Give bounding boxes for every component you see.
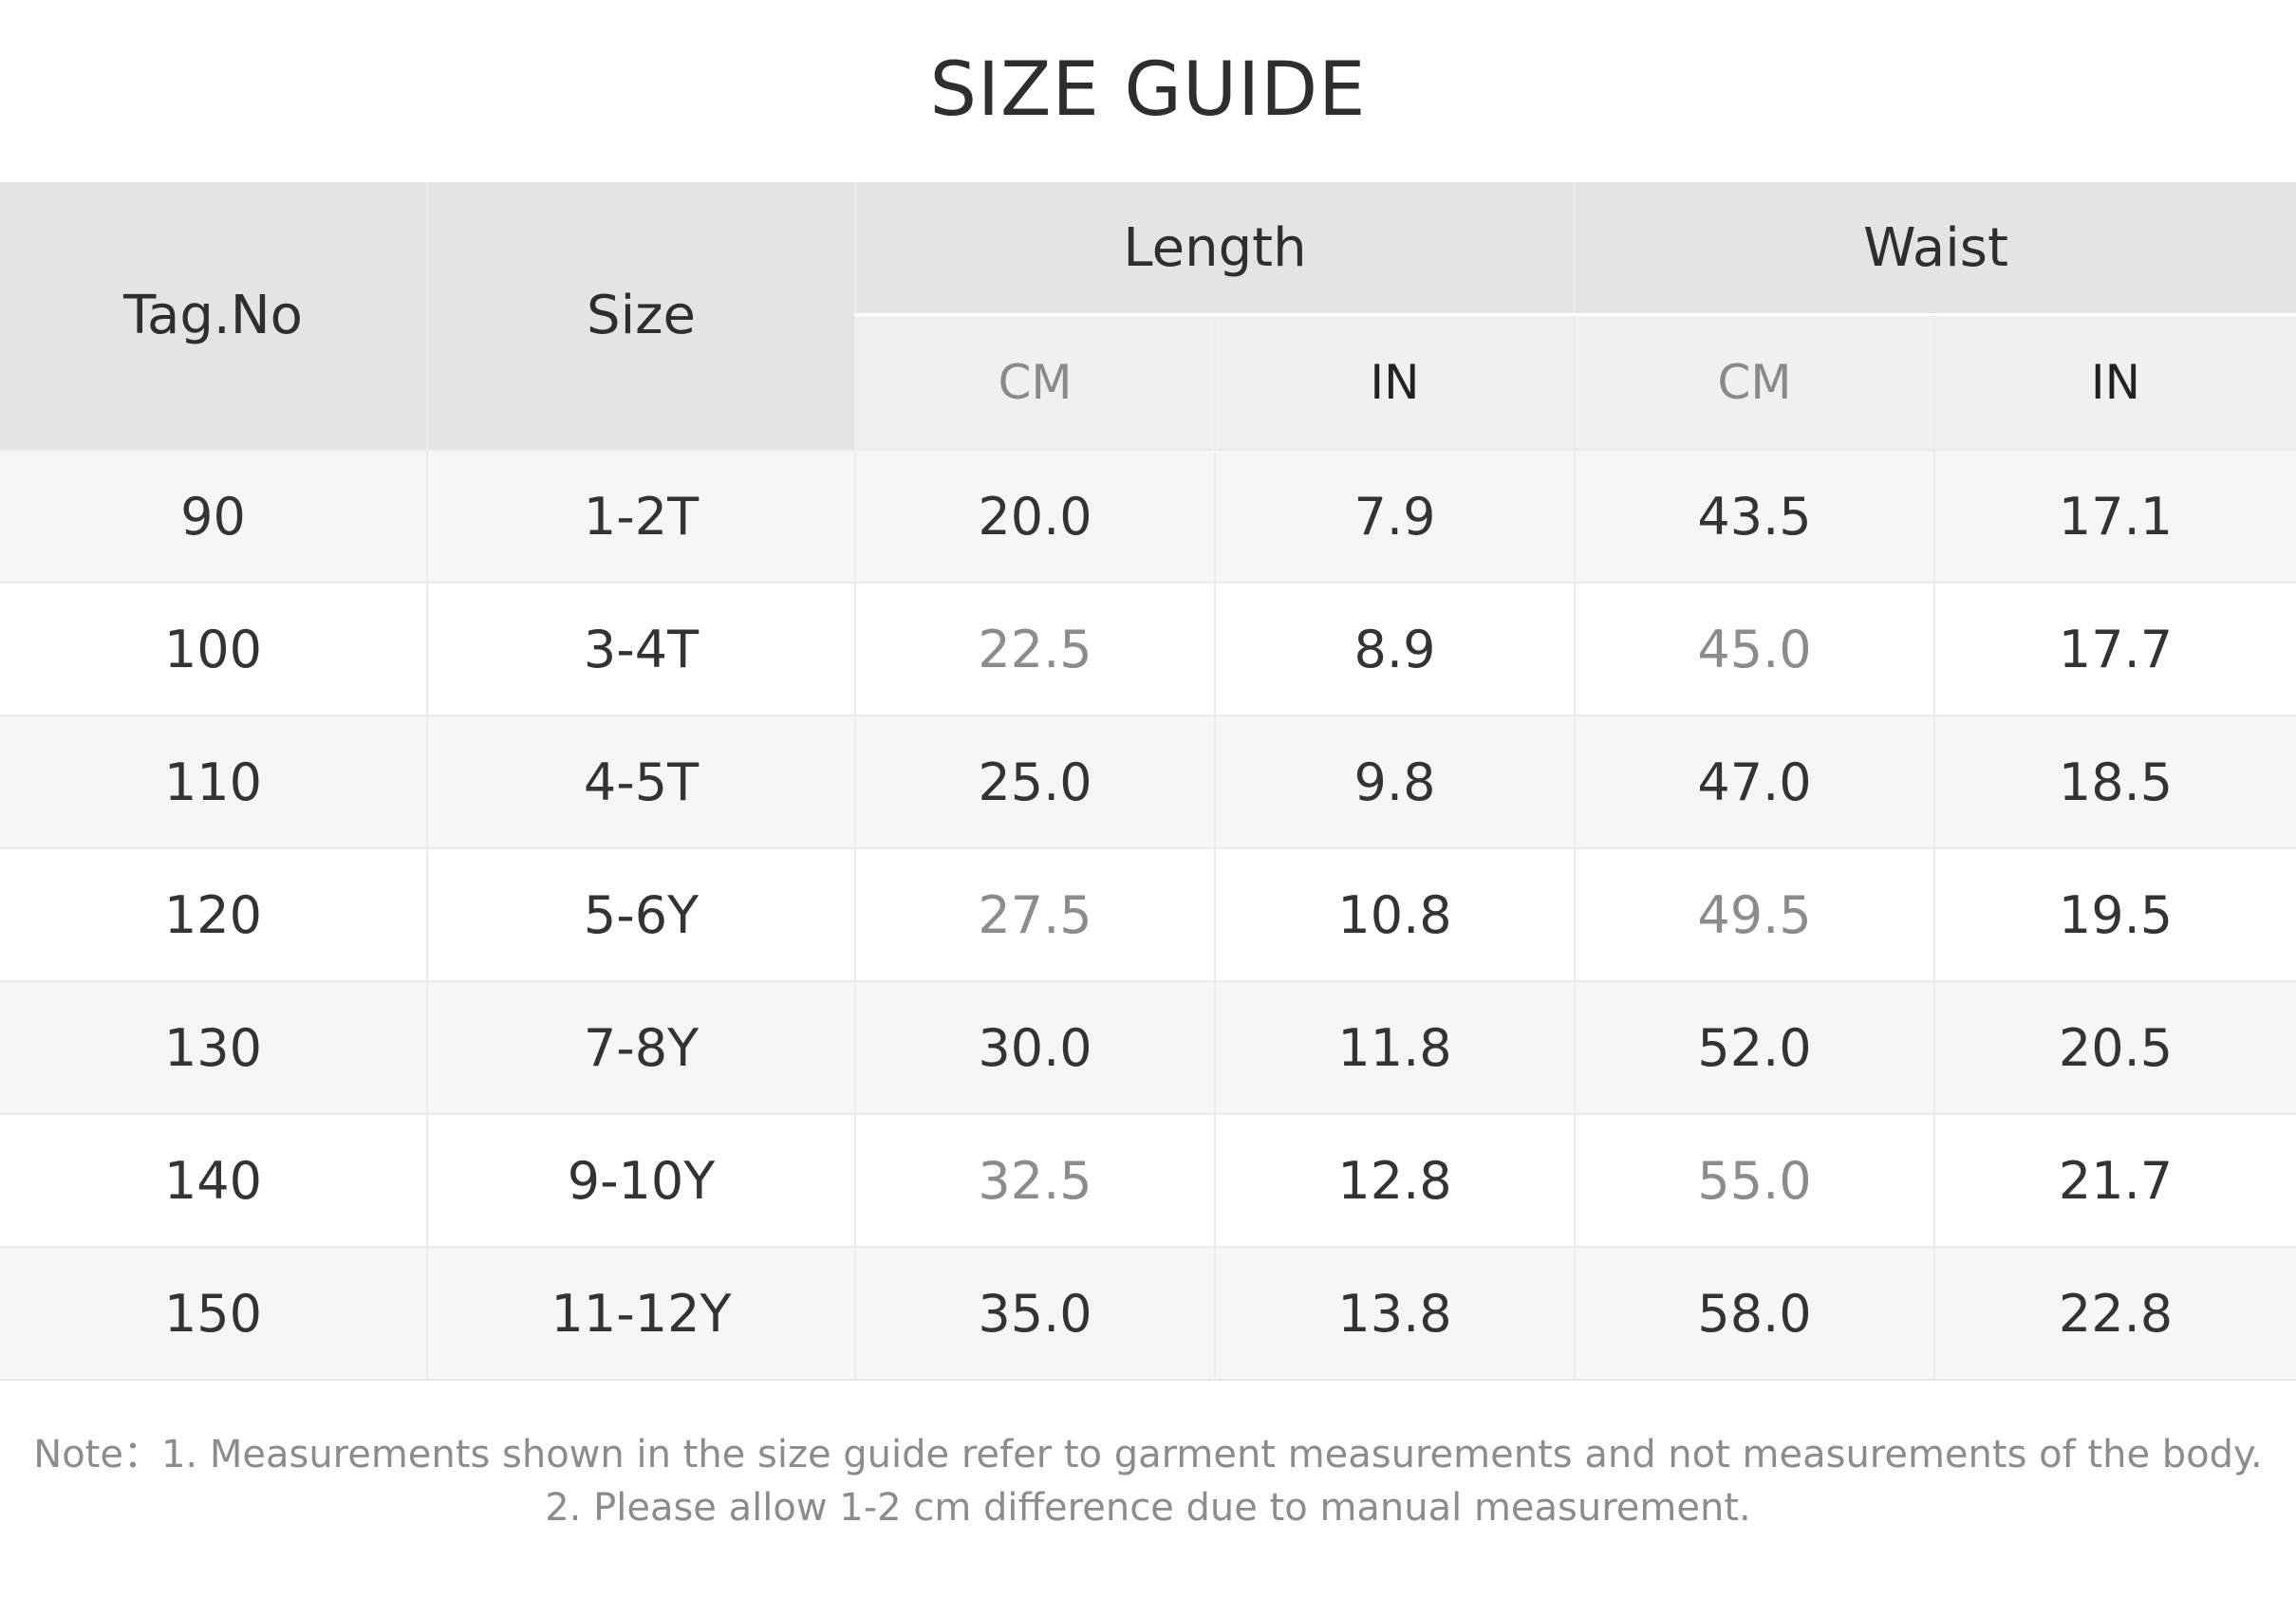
header-length: Length [855,182,1576,315]
cell-waist-in: 18.5 [1934,715,2296,848]
note-line-1: Note：1. Measurements shown in the size g… [33,1433,2263,1476]
cell-tag: 100 [0,582,428,715]
table-header-row: Tag.No Size Length Waist [0,182,2296,450]
cell-length-in: 11.8 [1215,980,1576,1114]
cell-tag: 130 [0,980,428,1114]
cell-size: 4-5T [427,715,856,848]
cell-waist-cm: 43.5 [1575,449,1935,583]
cell-waist-in: 19.5 [1934,847,2296,981]
cell-size: 5-6Y [427,847,856,981]
cell-length-cm: 20.0 [855,449,1216,583]
cell-size: 1-2T [427,449,856,583]
cell-waist-in: 22.8 [1934,1246,2296,1381]
cell-waist-cm: 49.5 [1575,847,1935,981]
note-line-2: 2. Please allow 1-2 cm difference due to… [545,1486,1751,1530]
cell-length-cm: 25.0 [855,715,1216,848]
cell-length-in: 9.8 [1215,715,1576,848]
cell-waist-cm: 45.0 [1575,582,1935,715]
cell-waist-cm: 47.0 [1575,715,1935,848]
header-waist-in: IN [1934,313,2296,450]
table-row: 100 3-4T 22.5 8.9 45.0 17.7 [0,582,2296,715]
cell-length-in: 7.9 [1215,449,1576,583]
cell-waist-cm: 52.0 [1575,980,1935,1114]
cell-size: 11-12Y [427,1246,856,1381]
table-row: 110 4-5T 25.0 9.8 47.0 18.5 [0,715,2296,848]
cell-waist-in: 17.1 [1934,449,2296,583]
cell-length-cm: 22.5 [855,582,1216,715]
cell-waist-in: 21.7 [1934,1113,2296,1247]
cell-tag: 90 [0,449,428,583]
table-row: 120 5-6Y 27.5 10.8 49.5 19.5 [0,847,2296,981]
cell-length-in: 12.8 [1215,1113,1576,1247]
cell-length-in: 13.8 [1215,1246,1576,1381]
cell-tag: 150 [0,1246,428,1381]
cell-waist-cm: 58.0 [1575,1246,1935,1381]
measurement-note: Note：1. Measurements shown in the size g… [0,1428,2296,1534]
cell-length-cm: 27.5 [855,847,1216,981]
table-row: 130 7-8Y 30.0 11.8 52.0 20.5 [0,980,2296,1114]
cell-waist-in: 20.5 [1934,980,2296,1114]
page-title: SIZE GUIDE [929,47,1367,133]
cell-length-cm: 30.0 [855,980,1216,1114]
header-length-cm: CM [855,313,1216,450]
header-length-in: IN [1215,313,1576,450]
table-row: 90 1-2T 20.0 7.9 43.5 17.1 [0,449,2296,583]
header-waist: Waist [1575,182,2296,315]
cell-size: 3-4T [427,582,856,715]
cell-tag: 110 [0,715,428,848]
cell-length-cm: 32.5 [855,1113,1216,1247]
cell-length-in: 8.9 [1215,582,1576,715]
header-size: Size [427,182,856,450]
cell-waist-cm: 55.0 [1575,1113,1935,1247]
cell-tag: 120 [0,847,428,981]
cell-size: 7-8Y [427,980,856,1114]
cell-size: 9-10Y [427,1113,856,1247]
table-subheader-row: CM IN CM IN [0,313,2296,450]
cell-length-cm: 35.0 [855,1246,1216,1381]
cell-tag: 140 [0,1113,428,1247]
header-tag-no: Tag.No [0,182,428,450]
size-guide-table: Tag.No Size Length Waist CM IN CM IN 90 … [0,182,2296,1381]
header-waist-cm: CM [1575,313,1935,450]
cell-length-in: 10.8 [1215,847,1576,981]
table-row: 150 11-12Y 35.0 13.8 58.0 22.8 [0,1246,2296,1381]
table-row: 140 9-10Y 32.5 12.8 55.0 21.7 [0,1113,2296,1247]
cell-waist-in: 17.7 [1934,582,2296,715]
